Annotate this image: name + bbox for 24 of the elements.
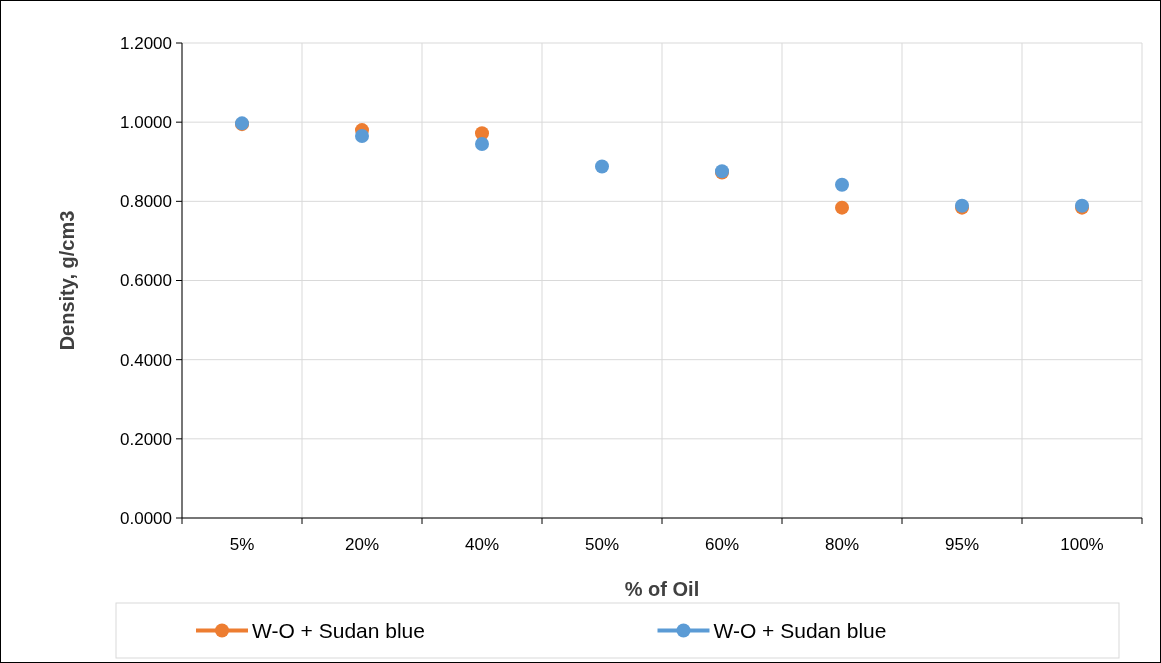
x-tick-label: 20%: [344, 535, 380, 554]
y-tick-label: 0.2000: [120, 429, 172, 449]
legend-label: W-O + Sudan blue: [713, 618, 887, 642]
point: [835, 200, 849, 215]
y-tick-label: 1.2000: [120, 33, 172, 53]
y-tick-label: 1.0000: [120, 113, 172, 133]
point: [355, 129, 369, 144]
y-tick-label: 0.0000: [120, 508, 172, 528]
x-tick-label: 50%: [584, 535, 620, 554]
x-tick-label: 95%: [944, 535, 980, 554]
x-tick-label: 80%: [824, 535, 860, 554]
x-tick-label: 40%: [464, 535, 500, 554]
y-tick-label: 0.6000: [120, 271, 172, 291]
y-axis-title: Density, g/cm3: [56, 210, 78, 351]
y-tick-label: 0.4000: [120, 350, 172, 370]
point: [475, 136, 489, 151]
x-tick-label: 60%: [704, 535, 740, 554]
x-tick-label: 100%: [1060, 535, 1104, 554]
x-tick-label: 5%: [229, 535, 255, 554]
y-tick-label: 0.8000: [120, 192, 172, 212]
legend-label: W-O + Sudan blue: [252, 618, 425, 642]
point: [595, 159, 609, 174]
x-axis-title: % of Oil: [624, 578, 700, 600]
point: [835, 177, 849, 192]
